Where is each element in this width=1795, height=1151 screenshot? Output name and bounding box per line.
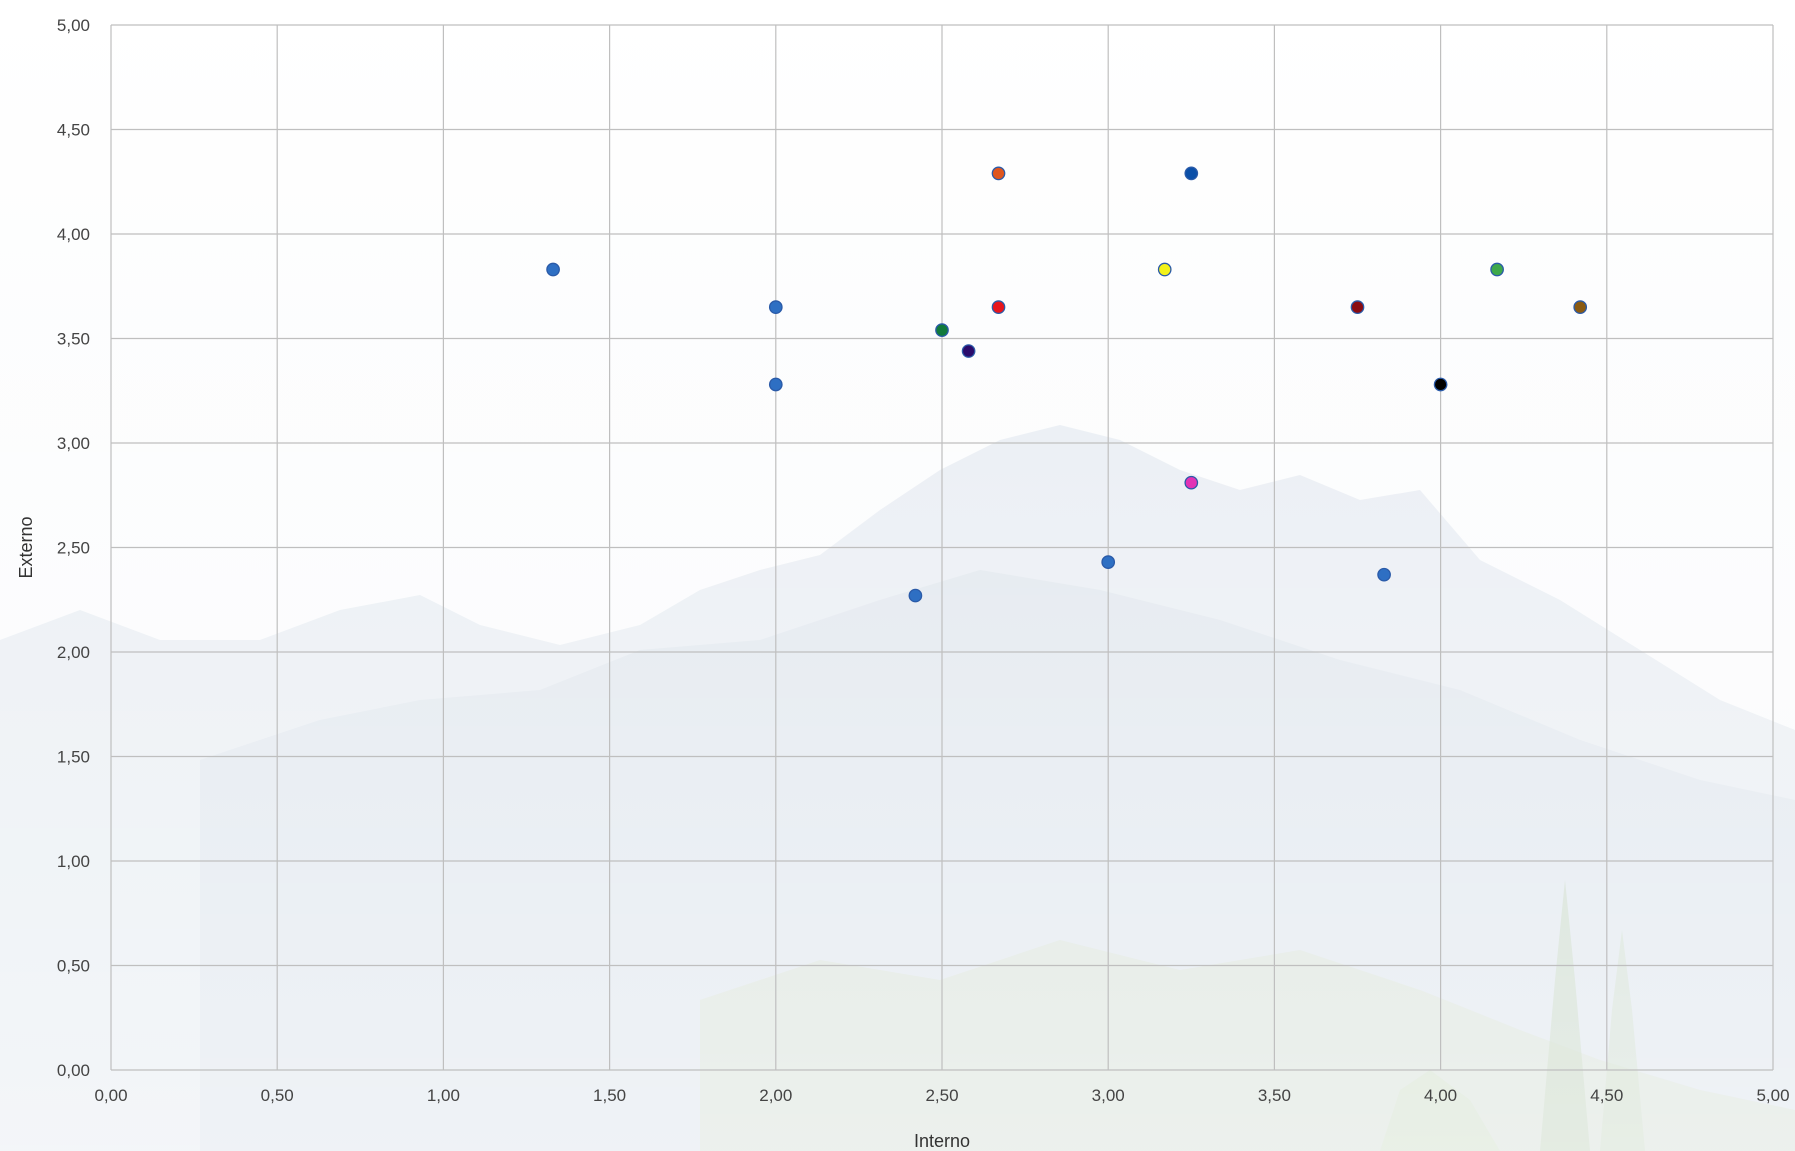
- data-point: [1350, 300, 1365, 314]
- data-point: [1573, 300, 1588, 314]
- y-axis-ticks: 0,00 0,50 1,00 1,50 2,00 2,50 3,00 3,50 4,00 4,50…: [57, 16, 90, 1080]
- x-tick-label: 2,00: [759, 1086, 792, 1105]
- x-axis-title: Interno: [914, 1131, 970, 1151]
- y-tick-label: 4,50: [57, 121, 90, 140]
- x-tick-label: 5,00: [1756, 1086, 1789, 1105]
- y-tick-label: 3,50: [57, 330, 90, 349]
- data-point: [1101, 555, 1116, 569]
- y-tick-label: 2,00: [57, 643, 90, 662]
- data-point: [768, 300, 783, 314]
- gridlines: [110, 24, 1774, 1071]
- data-point: [768, 377, 783, 392]
- y-tick-label: 4,00: [57, 225, 90, 244]
- y-tick-label: 0,50: [57, 957, 90, 976]
- x-axis-ticks: 0,00 0,50 1,00 1,50 2,00 2,50 3,00 3,50 4,00 4,50…: [94, 1086, 1789, 1105]
- x-tick-label: 4,50: [1590, 1086, 1623, 1105]
- x-tick-label: 4,00: [1424, 1086, 1457, 1105]
- data-point: [991, 300, 1006, 314]
- x-tick-label: 3,50: [1258, 1086, 1291, 1105]
- y-axis-title: Externo: [16, 516, 36, 578]
- data-points: [546, 166, 1588, 603]
- data-point: [546, 262, 560, 277]
- y-tick-label: 3,00: [57, 434, 90, 453]
- x-tick-label: 0,00: [94, 1086, 127, 1105]
- x-tick-label: 0,50: [261, 1086, 294, 1105]
- y-tick-label: 0,00: [57, 1061, 90, 1080]
- x-tick-label: 2,50: [925, 1086, 958, 1105]
- data-point: [935, 323, 949, 337]
- data-point: [991, 166, 1006, 181]
- y-tick-label: 5,00: [57, 16, 90, 35]
- data-point: [1433, 377, 1448, 392]
- x-tick-label: 1,50: [593, 1086, 626, 1105]
- x-tick-label: 1,00: [427, 1086, 460, 1105]
- x-tick-label: 3,00: [1092, 1086, 1125, 1105]
- data-point: [1490, 262, 1504, 277]
- data-point: [961, 344, 976, 358]
- data-point: [1184, 166, 1199, 181]
- y-tick-label: 1,50: [57, 748, 90, 767]
- y-tick-label: 2,50: [57, 539, 90, 558]
- y-tick-label: 1,00: [57, 852, 90, 871]
- data-point: [1184, 475, 1199, 490]
- data-point: [1157, 262, 1172, 277]
- data-point: [908, 588, 923, 603]
- data-point: [1377, 567, 1391, 582]
